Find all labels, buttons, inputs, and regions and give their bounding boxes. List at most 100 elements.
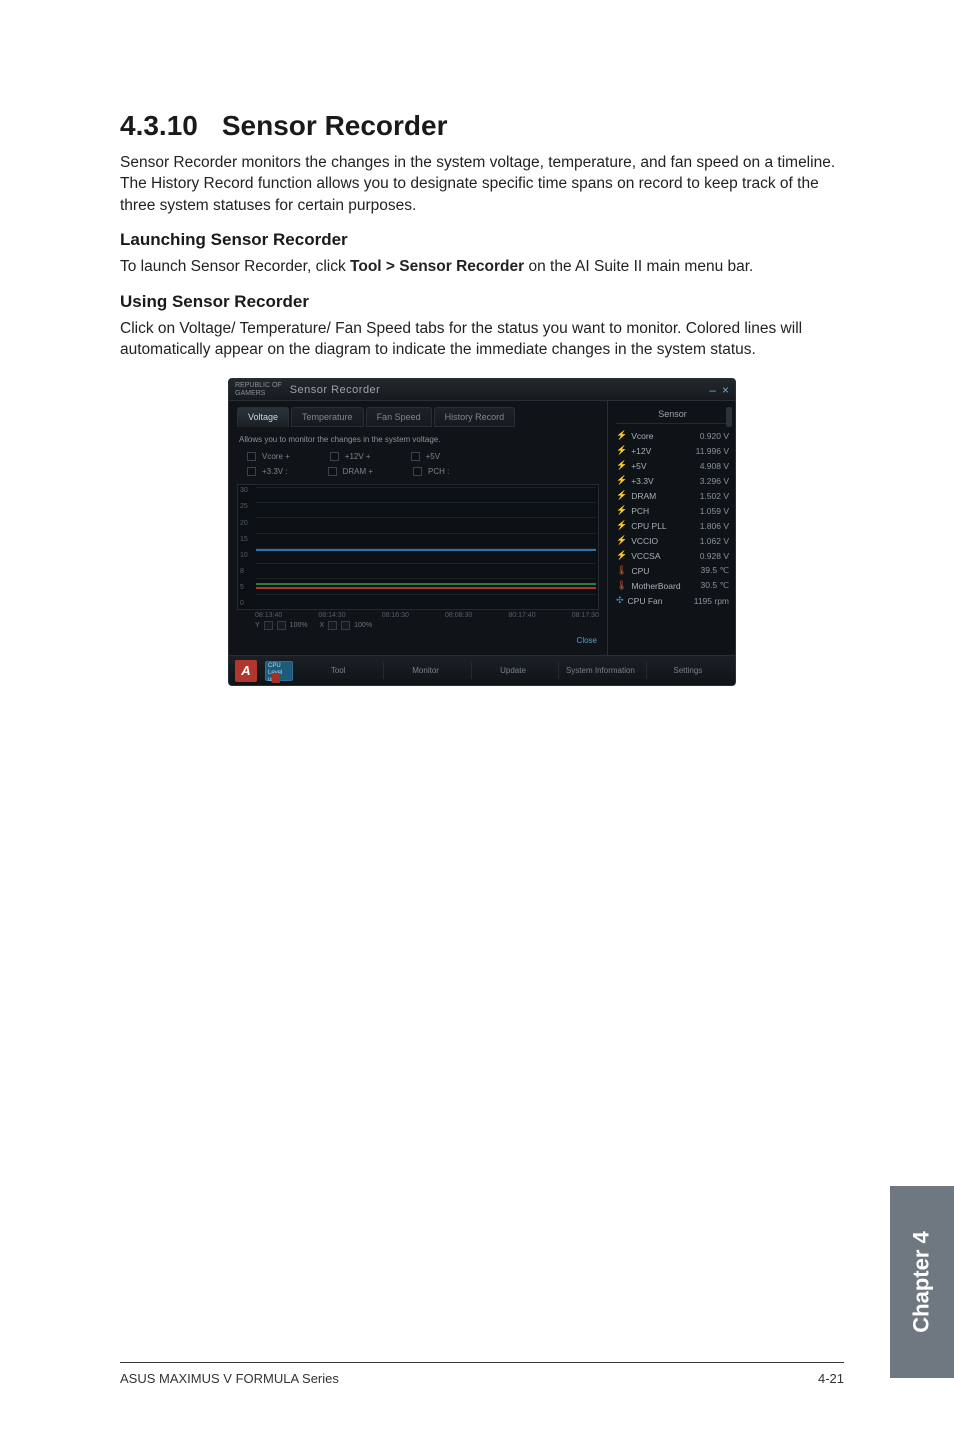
tab-voltage[interactable]: Voltage: [237, 407, 289, 427]
voltage-check-row-1: Vcore + +12V + +5V: [237, 450, 603, 465]
checkbox-3v3[interactable]: [247, 467, 256, 476]
bolt-icon: ⚡: [616, 475, 627, 486]
bolt-icon: ⚡: [616, 430, 627, 441]
ytick: 30: [240, 487, 256, 494]
chart-grid: [256, 487, 596, 595]
using-heading: Using Sensor Recorder: [120, 292, 844, 312]
launch-text-pre: To launch Sensor Recorder, click: [120, 258, 350, 275]
sensor-row: ⚡ Vcore 0.920 V: [616, 428, 729, 443]
sensor-value: 1195 rpm: [694, 596, 729, 606]
chart-series-5v: [256, 583, 596, 585]
checkbox-pch[interactable]: [413, 467, 422, 476]
sensor-row: ⚡ +3.3V 3.296 V: [616, 473, 729, 488]
launch-menu-path: Tool > Sensor Recorder: [350, 258, 524, 275]
check-label: DRAM +: [343, 467, 373, 476]
sensor-row: ⚡ +12V 11.996 V: [616, 443, 729, 458]
tab-temperature[interactable]: Temperature: [291, 407, 364, 427]
window-title: Sensor Recorder: [290, 384, 381, 396]
cpu-level-up-thumbnail[interactable]: CPU Level up: [265, 661, 293, 681]
sensor-row: 🌡 CPU 39.5 ℃: [616, 563, 729, 578]
bolt-icon: ⚡: [616, 535, 627, 546]
sensor-name: Vcore: [631, 431, 653, 441]
section-heading: 4.3.10 Sensor Recorder: [120, 110, 844, 142]
sensor-row: ⚡VCCSA0.928 V: [616, 548, 729, 563]
panel-close-link[interactable]: Close: [237, 634, 603, 649]
launch-heading: Launching Sensor Recorder: [120, 230, 844, 250]
footer-item-tool[interactable]: Tool: [297, 662, 379, 679]
sensor-name: MotherBoard: [631, 581, 680, 591]
thermometer-icon: 🌡: [616, 565, 627, 576]
tab-history-record[interactable]: History Record: [434, 407, 516, 427]
footer-item-monitor[interactable]: Monitor: [383, 662, 466, 679]
sensor-row: ⚡CPU PLL1.806 V: [616, 518, 729, 533]
using-paragraph: Click on Voltage/ Temperature/ Fan Speed…: [120, 318, 844, 361]
ytick: 10: [240, 552, 256, 559]
thermometer-icon: 🌡: [616, 580, 627, 591]
zoom-y-label: Y: [255, 622, 260, 629]
sensor-name: CPU PLL: [631, 521, 666, 531]
sensor-value: 39.5 ℃: [701, 565, 729, 576]
zoom-x-minus-button[interactable]: [341, 621, 350, 630]
sensor-row: 🌡MotherBoard30.5 ℃: [616, 578, 729, 593]
ytick: 20: [240, 520, 256, 527]
ytick: 0: [240, 600, 256, 607]
zoom-y-minus-button[interactable]: [277, 621, 286, 630]
xtick: 08:13:40: [255, 612, 282, 619]
sensor-row: ✣CPU Fan1195 rpm: [616, 593, 729, 608]
zoom-y-value: 100%: [290, 622, 308, 629]
checkbox-12v[interactable]: [330, 452, 339, 461]
window-close-button[interactable]: ×: [722, 383, 729, 397]
sensor-recorder-window: REPUBLIC OF GAMERS Sensor Recorder – × V…: [228, 378, 736, 686]
sensor-value: 11.996 V: [696, 446, 729, 456]
footer-product-name: ASUS MAXIMUS V FORMULA Series: [120, 1371, 339, 1386]
footer-item-settings[interactable]: Settings: [646, 662, 729, 679]
footer-item-system-information[interactable]: System Information: [558, 662, 641, 679]
brand-badge: REPUBLIC OF GAMERS: [235, 382, 282, 398]
chart-series-vcore: [256, 587, 596, 589]
sensor-name: CPU: [631, 566, 649, 576]
xtick: 08:16:30: [382, 612, 409, 619]
sensor-name: VCCIO: [631, 536, 658, 546]
sensor-value: 0.920 V: [700, 431, 729, 441]
zoom-y-plus-button[interactable]: [264, 621, 273, 630]
sensor-name: CPU Fan: [628, 596, 663, 606]
page-footer: ASUS MAXIMUS V FORMULA Series 4-21: [120, 1362, 844, 1386]
sensor-name: DRAM: [631, 491, 656, 501]
ytick: 25: [240, 503, 256, 510]
chapter-side-tab: Chapter 4: [890, 1186, 954, 1378]
sensor-value: 3.296 V: [700, 476, 729, 486]
sensor-row: ⚡PCH1.059 V: [616, 503, 729, 518]
check-label: +12V +: [345, 452, 371, 461]
monitor-tabs: Voltage Temperature Fan Speed History Re…: [237, 407, 603, 427]
sensor-recorder-figure: REPUBLIC OF GAMERS Sensor Recorder – × V…: [228, 378, 736, 686]
bolt-icon: ⚡: [616, 520, 627, 531]
scrollbar-thumb[interactable]: [726, 407, 732, 427]
bolt-icon: ⚡: [616, 490, 627, 501]
checkbox-dram[interactable]: [328, 467, 337, 476]
tab-fan-speed[interactable]: Fan Speed: [366, 407, 432, 427]
zoom-x-plus-button[interactable]: [328, 621, 337, 630]
sensor-name: +12V: [631, 446, 651, 456]
chart-series-12v: [256, 549, 596, 551]
bolt-icon: ⚡: [616, 445, 627, 456]
section-title-text: Sensor Recorder: [222, 110, 448, 141]
chart-zoom-controls: Y 100% X 100%: [237, 619, 603, 634]
voltage-chart: 30 25 20 15 10 8 5 0: [237, 484, 599, 610]
aisuite-bottom-bar: A CPU Level up Tool Monitor Update Syste…: [229, 655, 735, 685]
sensor-row: ⚡DRAM1.502 V: [616, 488, 729, 503]
footer-page-number: 4-21: [818, 1371, 844, 1386]
xtick: 08:17:30: [572, 612, 599, 619]
xtick: 08:14:30: [318, 612, 345, 619]
chart-y-axis: 30 25 20 15 10 8 5 0: [240, 485, 256, 609]
sensor-name: +3.3V: [631, 476, 653, 486]
section-number: 4.3.10: [120, 110, 198, 142]
voltage-check-row-2: +3.3V : DRAM + PCH :: [237, 465, 603, 480]
sensor-value: 1.062 V: [700, 536, 729, 546]
checkbox-vcore[interactable]: [247, 452, 256, 461]
window-minimize-button[interactable]: –: [709, 383, 716, 397]
sensor-value: 0.928 V: [700, 551, 729, 561]
footer-item-update[interactable]: Update: [471, 662, 554, 679]
check-label: Vcore +: [262, 452, 290, 461]
sensor-value: 1.059 V: [700, 506, 729, 516]
checkbox-5v[interactable]: [411, 452, 420, 461]
